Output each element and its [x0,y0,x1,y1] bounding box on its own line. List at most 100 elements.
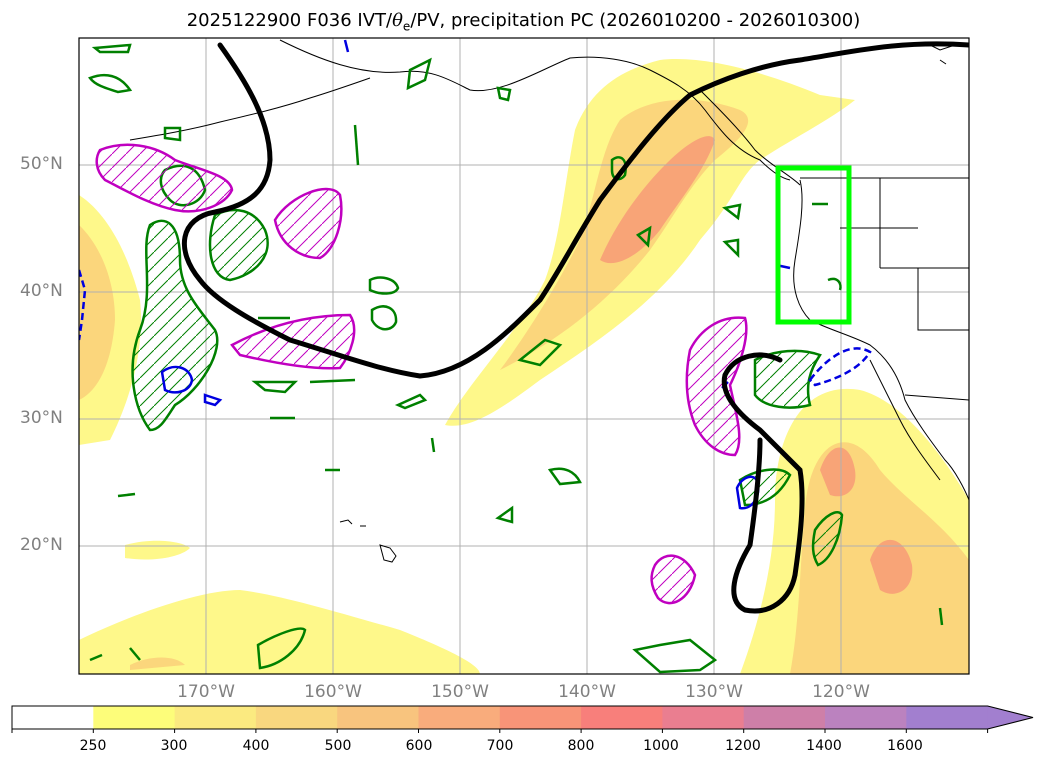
precip-south-3 [89,653,103,662]
neg-2 [203,393,223,407]
pv-east-2 [650,554,697,605]
precip-bc [610,156,627,181]
colorbar-tick-1000: 1000 [643,738,679,754]
neg-8 [343,39,350,53]
hawaii [339,519,397,563]
map-title: 2025122900 F036 IVT/θe/PV, precipitation… [186,10,861,34]
precip-south-4 [632,638,718,674]
neg-6 [79,269,87,341]
pv-west-1 [95,143,234,213]
precip-east-1 [753,349,822,409]
precip-mid-2 [547,467,582,486]
precip-small-5 [309,378,356,384]
state-lines [840,178,969,331]
colorbar-segment [906,706,989,729]
lon-label-170w: 170°W [177,682,235,702]
theta-e-east-loop [721,352,805,614]
colorbar-tick-500: 500 [324,738,352,754]
precip-small-4 [251,380,299,394]
map-frame [78,37,970,675]
precip-southeast [938,607,944,626]
lat-label-30: 30°N [20,408,63,428]
precip-small-2 [370,305,398,331]
colorbar-segment [499,706,582,729]
colorbar-segment [418,706,501,729]
precip-small-8 [430,437,436,453]
lon-label-140w: 140°W [558,682,616,702]
precip-large-west [131,219,219,432]
precip-bc-2 [635,225,652,248]
precip-top-6 [353,124,360,166]
colorbar-segment [255,706,338,729]
baja [869,359,941,481]
precip-mid-3 [495,505,514,524]
colorbar-tick-1200: 1200 [725,738,761,754]
precip-top-4 [406,57,432,91]
us-westcoast [793,179,969,501]
neg-5 [808,347,872,387]
precip-top-3 [163,126,182,142]
domain-box [775,165,852,325]
ivt-right-southeast-high [820,447,913,594]
colorbar-tick-1400: 1400 [806,738,842,754]
aleutians [129,77,371,141]
colorbar-tick-400: 400 [242,738,270,754]
colorbar-extend-arrow [987,706,1033,729]
ivt-shading [79,59,969,674]
alaska-coast [279,39,791,181]
colorbar-segment [12,706,94,729]
ivt-mid-small [125,540,190,560]
ivt-south-band [79,590,480,674]
lon-label-130w: 130°W [685,682,743,702]
colorbar-tick-700: 700 [486,738,514,754]
colorbar-tick-800: 800 [567,738,595,754]
precip-top-2 [88,73,133,94]
theta-subscript: e [402,19,411,34]
colorbar-segment [581,706,663,729]
pv-east-1 [685,316,748,457]
colorbar-segment [174,706,257,729]
lon-label-150w: 150°W [431,682,489,702]
precip-coast-2 [722,238,740,259]
theta-e-contour [182,41,969,614]
precip-south-1 [256,627,307,670]
gridlines [79,38,969,674]
bc-coast [699,89,801,186]
gulf-islands [929,44,956,65]
coastlines [129,39,969,563]
colorbar-segment [93,706,176,729]
precip-small-6 [394,393,428,410]
colorbar-tick-250: 250 [79,738,107,754]
theta-symbol: θ [392,10,403,31]
colorbar [11,705,1034,733]
ivt-left-edge-mid [79,225,115,400]
precip-top-5 [496,86,512,102]
precip-small-1 [368,276,400,295]
colorbar-tick-600: 600 [405,738,433,754]
precip-contours [88,43,944,674]
neg-1 [160,365,194,394]
pv-west-2 [273,187,343,260]
colorbar-segment [662,706,745,729]
colorbar-segment [825,706,907,729]
precip-west-2 [208,208,269,282]
precip-top-1 [91,43,132,54]
precip-mid-1 [517,338,563,367]
colorbar-segment [337,706,419,729]
lat-label-40: 40°N [20,281,63,301]
precip-east-3 [811,511,844,567]
precip-box-2 [827,277,842,291]
lat-label-20: 20°N [20,535,63,555]
colorbar-frame [11,705,1034,730]
colorbar-segment [743,706,826,729]
theta-e-main [182,41,969,379]
lon-label-120w: 120°W [812,682,870,702]
precip-coast-1 [722,203,742,221]
ivt-plume-central-high [600,136,715,264]
lat-label-50: 50°N [20,154,63,174]
precip-south-2 [129,647,141,661]
precip-mid-5 [117,492,136,498]
lon-label-160w: 160°W [304,682,362,702]
ivt-southwest-mid [130,657,185,670]
